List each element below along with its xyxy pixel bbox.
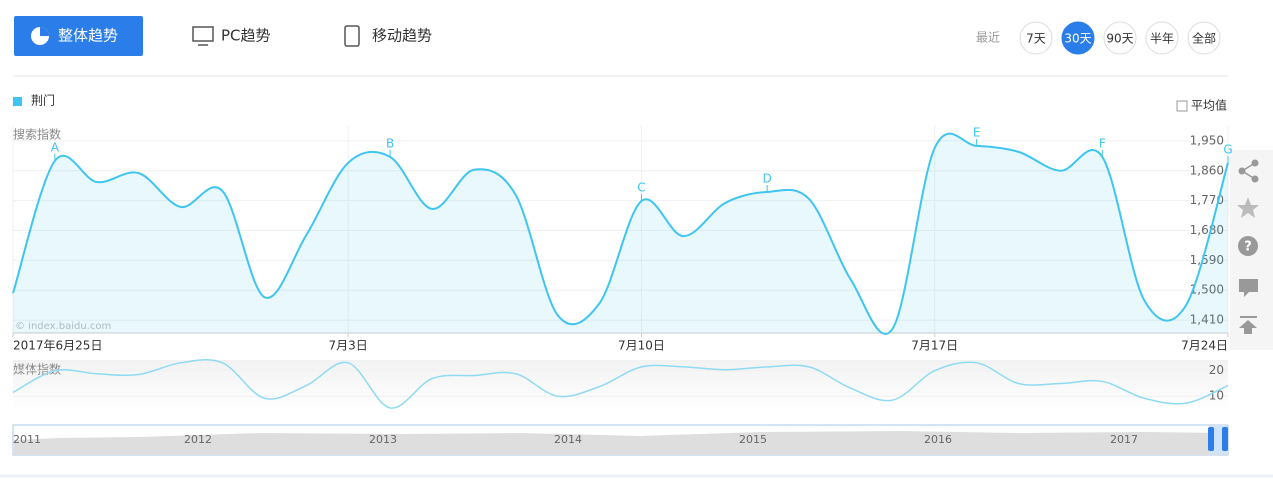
line xyxy=(12,132,1229,335)
star-icon[interactable] xyxy=(1237,197,1259,218)
timeline-year: 2015 xyxy=(739,433,767,446)
range-button-label: 全部 xyxy=(1192,31,1216,46)
x-tick-label: 2017年6月25日 xyxy=(13,339,102,353)
range-button[interactable] xyxy=(1019,21,1053,55)
area xyxy=(13,133,1228,334)
point-label: A xyxy=(51,140,60,154)
timeline-year: 2016 xyxy=(924,433,952,446)
y-tick-label: 1,590 xyxy=(1190,253,1224,267)
point-label: G xyxy=(1223,142,1232,156)
tab-label[interactable]: PC趋势 xyxy=(221,27,271,45)
y-tick-label: 20 xyxy=(1209,363,1224,377)
tab-active[interactable] xyxy=(14,16,143,56)
range-button[interactable] xyxy=(1061,21,1095,55)
checkbox[interactable] xyxy=(1176,100,1188,112)
timeline-year: 2013 xyxy=(369,433,397,446)
comment-icon[interactable] xyxy=(1239,279,1258,297)
checkbox-label[interactable]: 平均值 xyxy=(1191,98,1227,113)
mobile-icon xyxy=(344,25,360,47)
y-tick-label: 1,500 xyxy=(1190,283,1224,297)
range-button-label: 90天 xyxy=(1106,32,1133,46)
timeline-area xyxy=(14,431,1227,455)
help-glyph: ? xyxy=(1244,240,1252,255)
range-button-label: 半年 xyxy=(1150,32,1174,46)
timeline-handle[interactable] xyxy=(1222,427,1228,451)
point-label: C xyxy=(637,180,645,194)
y-tick-label: 1,680 xyxy=(1190,223,1224,237)
y-tick-label: 10 xyxy=(1209,389,1224,403)
top-icon[interactable] xyxy=(1239,316,1257,334)
line xyxy=(12,358,1229,409)
point-label: B xyxy=(386,136,394,150)
y-axis-label: 媒体指数 xyxy=(13,362,61,377)
point-label: D xyxy=(763,172,772,186)
y-tick-label: 1,860 xyxy=(1190,163,1224,177)
x-tick-label: 7月3日 xyxy=(329,339,368,353)
range-button-label: 30天 xyxy=(1064,32,1091,46)
y-tick-label: 1,410 xyxy=(1190,313,1224,327)
x-tick-label: 7月24日 xyxy=(1181,339,1228,353)
pie-icon-slice xyxy=(40,27,49,36)
watermark: © index.baidu.com xyxy=(15,321,111,332)
timeline-year: 2014 xyxy=(554,433,582,446)
timeline-handle[interactable] xyxy=(1208,427,1214,451)
legend-label: 荆门 xyxy=(31,93,55,108)
timeline-year: 2012 xyxy=(184,433,212,446)
x-tick-label: 7月10日 xyxy=(618,339,665,353)
tab-label[interactable]: 整体趋势 xyxy=(58,27,118,45)
range-button[interactable] xyxy=(1145,21,1179,55)
point-label: E xyxy=(973,125,981,139)
timeline-year: 2011 xyxy=(13,433,41,446)
x-tick-label: 7月17日 xyxy=(911,339,958,353)
y-axis-label: 搜索指数 xyxy=(13,127,61,142)
pc-icon xyxy=(192,26,214,42)
legend-swatch xyxy=(13,97,22,106)
tab-label[interactable]: 移动趋势 xyxy=(372,27,432,45)
timeline-year: 2017 xyxy=(1110,433,1138,446)
range-button[interactable] xyxy=(1187,21,1221,55)
share-icon[interactable] xyxy=(1238,159,1259,183)
range-label: 最近 xyxy=(976,31,1000,45)
range-button-label: 7天 xyxy=(1026,32,1046,46)
help-icon[interactable] xyxy=(1238,236,1258,256)
y-tick-label: 1,950 xyxy=(1190,133,1224,147)
point-label: F xyxy=(1099,136,1106,150)
y-tick-label: 1,770 xyxy=(1190,193,1224,207)
range-button[interactable] xyxy=(1103,21,1137,55)
